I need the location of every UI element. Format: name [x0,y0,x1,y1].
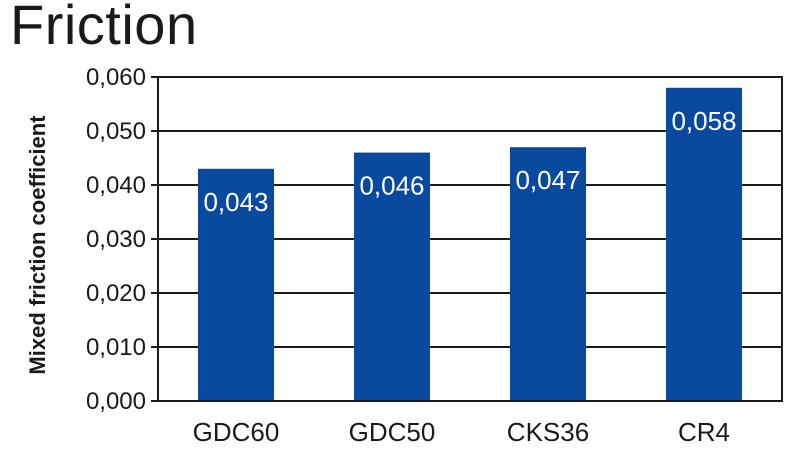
x-tick-label: CR4 [678,417,730,447]
bar [666,87,742,402]
bar [510,147,586,401]
y-axis-title: Mixed friction coefficient [25,115,50,375]
plot-frame [157,76,783,402]
x-tick-label: GDC60 [193,417,280,447]
chart-title: Friction [10,0,198,56]
data-label: 0,046 [359,171,424,201]
y-tick-label: 0,040 [86,172,146,199]
x-tick-label: CKS36 [507,417,589,447]
y-tick-label: 0,000 [86,388,146,415]
y-tick-labels: 0,000 0,010 0,020 0,030 0,040 0,050 0,060 [86,64,146,415]
value-labels: 0,043 0,046 0,047 0,058 [203,106,736,217]
y-tick-label: 0,050 [86,118,146,145]
x-tick-labels: GDC60 GDC50 CKS36 CR4 [193,417,730,447]
x-tick-label: GDC50 [349,417,436,447]
y-tick-label: 0,020 [86,280,146,307]
bars [198,87,742,402]
data-label: 0,058 [671,106,736,136]
plot-border [157,76,783,402]
bar [198,168,274,401]
y-tick-label: 0,030 [86,226,146,253]
data-label: 0,047 [515,165,580,195]
bar [354,152,430,401]
y-tick-label: 0,010 [86,334,146,361]
data-label: 0,043 [203,187,268,217]
y-tick-label: 0,060 [86,64,146,91]
